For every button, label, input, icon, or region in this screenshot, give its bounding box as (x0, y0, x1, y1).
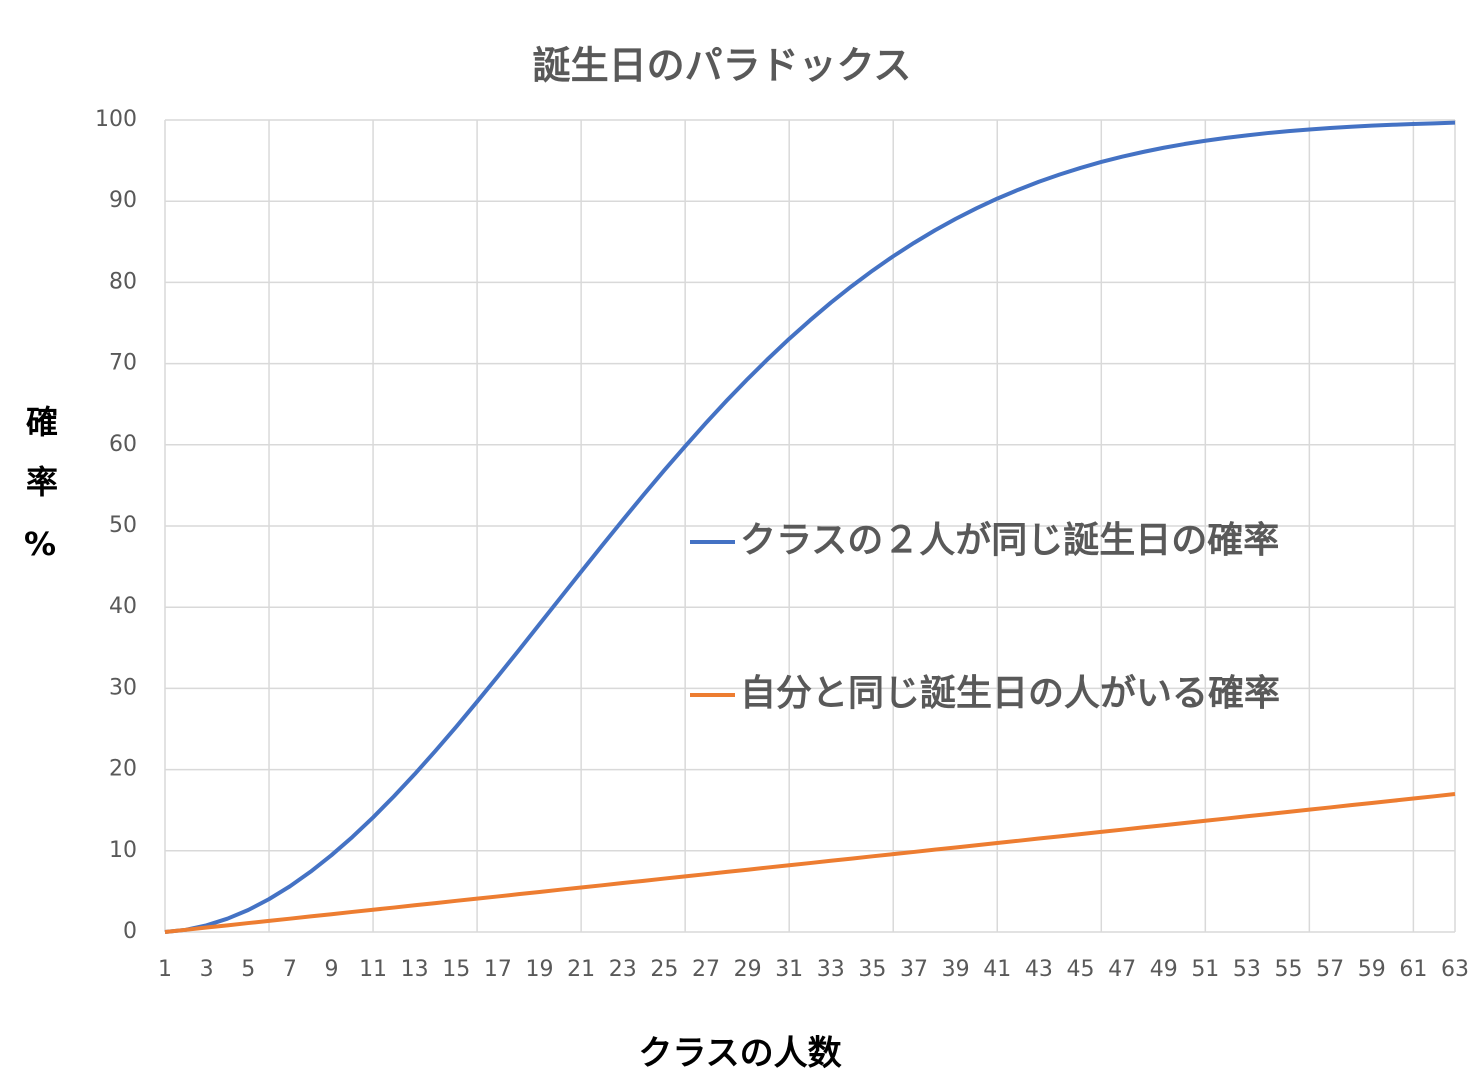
x-tick-label: 57 (1316, 957, 1344, 982)
y-tick-label: 0 (123, 919, 137, 944)
series-line (164, 792, 1456, 934)
x-tick-label: 1 (158, 957, 172, 982)
x-tick-label: 63 (1441, 957, 1469, 982)
x-tick-label: 9 (324, 957, 338, 982)
y-axis-label: 確率% (21, 405, 59, 591)
y-tick-label: 40 (109, 594, 137, 619)
x-tick-label: 27 (692, 957, 720, 982)
legend-label: 自分と同じ誕生日の人がいる確率 (740, 673, 1280, 714)
x-tick-label: 59 (1358, 957, 1386, 982)
x-tick-label: 7 (283, 957, 297, 982)
series-line (164, 120, 1456, 934)
x-tick-label: 39 (942, 957, 970, 982)
x-tick-label: 25 (650, 957, 678, 982)
x-tick-label: 11 (359, 957, 387, 982)
chart-title: 誕生日のパラドックス (533, 44, 912, 88)
x-tick-label: 19 (526, 957, 554, 982)
x-tick-label: 3 (200, 957, 214, 982)
x-tick-label: 13 (401, 957, 429, 982)
x-tick-label: 51 (1191, 957, 1219, 982)
x-tick-label: 45 (1066, 957, 1094, 982)
x-tick-label: 15 (442, 957, 470, 982)
legend-label: クラスの２人が同じ誕生日の確率 (740, 520, 1279, 561)
y-tick-label: 20 (109, 757, 137, 782)
x-tick-label: 49 (1150, 957, 1178, 982)
y-tick-label: 60 (109, 432, 137, 457)
x-axis-label: クラスの人数 (638, 1034, 841, 1074)
x-tick-label: 61 (1399, 957, 1427, 982)
x-tick-label: 53 (1233, 957, 1261, 982)
x-tick-label: 55 (1275, 957, 1303, 982)
y-tick-label: 30 (109, 675, 137, 700)
y-tick-label: 100 (95, 107, 137, 132)
y-tick-label: 50 (109, 513, 137, 538)
y-tick-label: 90 (109, 188, 137, 213)
x-tick-label: 29 (734, 957, 762, 982)
x-tick-label: 41 (983, 957, 1011, 982)
x-tick-label: 37 (900, 957, 928, 982)
x-tick-label: 43 (1025, 957, 1053, 982)
x-tick-label: 5 (241, 957, 255, 982)
x-tick-label: 17 (484, 957, 512, 982)
x-tick-label: 35 (858, 957, 886, 982)
y-tick-label: 10 (109, 838, 137, 863)
y-tick-label: 80 (109, 269, 137, 294)
x-tick-label: 31 (775, 957, 803, 982)
x-tick-label: 21 (567, 957, 595, 982)
x-tick-label: 47 (1108, 957, 1136, 982)
x-tick-label: 33 (817, 957, 845, 982)
x-tick-label: 23 (609, 957, 637, 982)
y-tick-label: 70 (109, 351, 137, 376)
